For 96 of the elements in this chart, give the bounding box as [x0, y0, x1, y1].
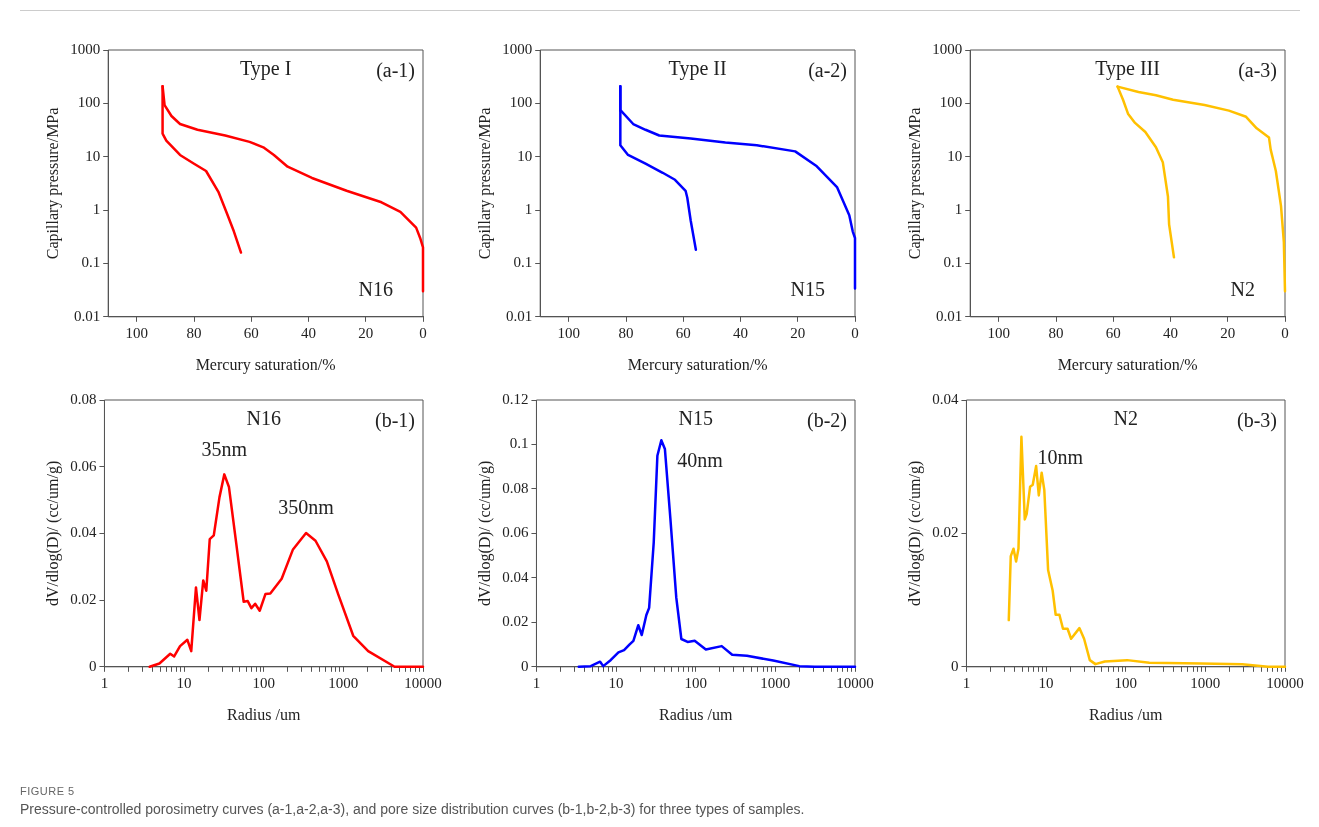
y-axis-title: dV/dlog(D)/ (cc/um/g): [43, 460, 62, 607]
annotation: (b-3): [1237, 409, 1277, 433]
x-tick-label: 1000: [328, 674, 359, 691]
y-axis-title: dV/dlog(D)/ (cc/um/g): [905, 460, 924, 607]
y-axis-title: Capillary pressure/MPa: [475, 107, 494, 260]
y-tick-label: 0: [88, 657, 97, 674]
y-tick-label: 0.01: [935, 307, 963, 324]
y-tick-label: 0.02: [502, 613, 529, 630]
text: Pressure-controlled porosimetry curves (a-1,a-2,a-3), and pore size distribution curves (b-1,b-2,b-3) for three types of samples.: [20, 801, 806, 817]
y-tick-label: 1: [954, 201, 963, 218]
x-tick-label: 100: [1114, 674, 1137, 691]
chart-title: Type III: [1095, 57, 1160, 81]
x-tick-label: 80: [186, 324, 202, 341]
x-tick-label: 10: [608, 674, 624, 691]
x-axis-title: Radius /um: [659, 705, 733, 723]
annotation: (a-1): [376, 59, 415, 83]
y-tick-label: 0.1: [81, 254, 101, 271]
x-tick-label: 20: [358, 324, 374, 341]
x-tick-label: 100: [125, 324, 149, 341]
x-tick-label: 60: [243, 324, 259, 341]
annotation: 10nm: [1037, 445, 1084, 468]
annotation: 350nm: [278, 496, 335, 519]
x-axis-title: Mercury saturation/%: [627, 355, 768, 374]
x-tick-label: 10000: [1266, 674, 1304, 691]
x-axis-title: Radius /um: [227, 705, 301, 723]
y-tick-label: 0.1: [943, 254, 963, 271]
y-tick-label: 0: [950, 657, 959, 674]
x-axis-title: Radius /um: [1089, 705, 1163, 723]
x-tick-label: 0: [1281, 324, 1289, 341]
chart-title: Type II: [668, 57, 727, 81]
y-tick-label: 100: [509, 94, 533, 111]
x-axis-title: Mercury saturation/%: [195, 355, 336, 374]
annotation: (a-2): [808, 59, 847, 83]
x-tick-label: 40: [733, 324, 749, 341]
y-tick-label: 1000: [932, 40, 963, 57]
y-tick-label: 1000: [70, 40, 101, 57]
chart-title: N2: [1113, 407, 1138, 430]
y-tick-label: 0.12: [502, 390, 529, 407]
annotation: (b-1): [375, 409, 415, 433]
y-tick-label: 0.04: [502, 568, 529, 585]
chart-title: N16: [246, 407, 281, 430]
y-axis-title: dV/dlog(D)/ (cc/um/g): [475, 460, 494, 607]
y-tick-label: 10: [947, 147, 963, 164]
annotation: 40nm: [677, 449, 724, 472]
x-tick-label: 60: [675, 324, 691, 341]
y-tick-label: 10: [85, 147, 101, 164]
x-tick-label: 60: [1105, 324, 1121, 341]
y-tick-label: 10: [517, 147, 533, 164]
x-tick-label: 10: [176, 674, 192, 691]
y-tick-label: 0.08: [70, 390, 97, 407]
x-tick-label: 100: [252, 674, 275, 691]
y-tick-label: 0.02: [70, 591, 97, 608]
annotation: N16: [358, 278, 393, 301]
x-tick-label: 100: [684, 674, 707, 691]
x-tick-label: 80: [1048, 324, 1064, 341]
annotation: N2: [1230, 278, 1255, 301]
annotation: (b-2): [807, 409, 847, 433]
x-axis-title: Mercury saturation/%: [1057, 355, 1198, 374]
y-tick-label: 0.1: [513, 254, 533, 271]
x-tick-label: 40: [1163, 324, 1179, 341]
y-tick-label: 0.08: [502, 479, 529, 496]
x-tick-label: 20: [1220, 324, 1236, 341]
y-tick-label: 0.06: [502, 524, 529, 541]
x-tick-label: 10000: [404, 674, 442, 691]
annotation: 35nm: [201, 437, 248, 460]
y-tick-label: 0.02: [932, 524, 959, 541]
chart-title: Type I: [239, 57, 292, 81]
annotation: (a-3): [1238, 59, 1277, 83]
y-tick-label: 0.01: [505, 307, 533, 324]
chart-title: N15: [678, 407, 713, 430]
x-tick-label: 80: [618, 324, 634, 341]
y-tick-label: 100: [77, 94, 101, 111]
y-axis-title: Capillary pressure/MPa: [43, 107, 62, 260]
y-axis-title: Capillary pressure/MPa: [905, 107, 924, 260]
x-tick-label: 1000: [760, 674, 791, 691]
x-tick-label: 1000: [1190, 674, 1221, 691]
text: FIGURE 5: [20, 785, 76, 797]
x-tick-label: 100: [987, 324, 1011, 341]
x-tick-label: 40: [301, 324, 317, 341]
x-tick-label: 0: [419, 324, 427, 341]
y-tick-label: 0.1: [509, 435, 529, 452]
annotation: N15: [790, 278, 825, 301]
x-tick-label: 10000: [836, 674, 874, 691]
y-tick-label: 0.04: [70, 524, 97, 541]
y-tick-label: 100: [939, 94, 963, 111]
y-tick-label: 0.04: [932, 390, 959, 407]
y-tick-label: 1: [524, 201, 533, 218]
y-tick-label: 0.01: [73, 307, 101, 324]
x-tick-label: 0: [851, 324, 859, 341]
x-tick-label: 20: [790, 324, 806, 341]
y-tick-label: 0: [520, 657, 529, 674]
x-tick-label: 100: [557, 324, 581, 341]
y-tick-label: 1: [92, 201, 101, 218]
x-tick-label: 10: [1038, 674, 1054, 691]
y-tick-label: 1000: [502, 40, 533, 57]
y-tick-label: 0.06: [70, 457, 97, 474]
